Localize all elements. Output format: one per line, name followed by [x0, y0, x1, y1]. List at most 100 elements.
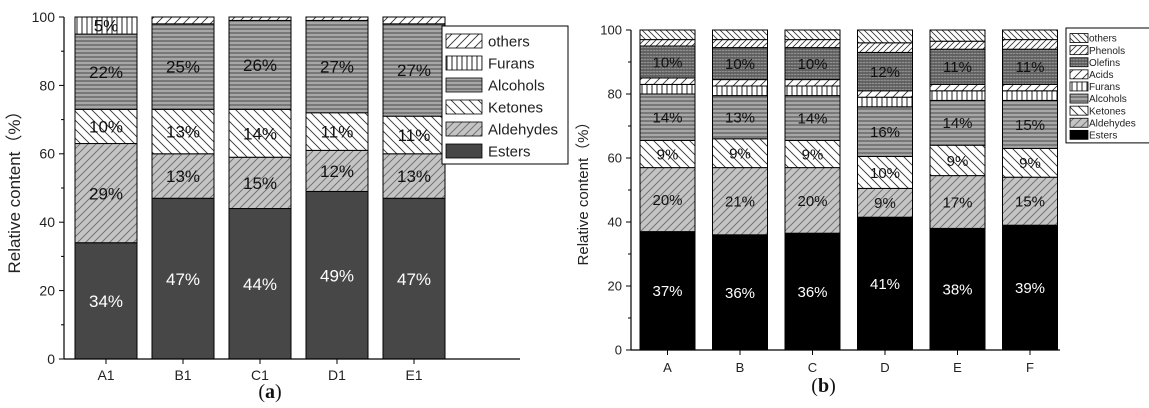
data-label-aldehydes-e: 17%: [942, 194, 972, 211]
bar-segment-furans-c: [784, 85, 841, 97]
bar-segment-alcohols-a1: [74, 33, 138, 110]
x-tick-label-f: F: [1026, 360, 1034, 375]
data-label-aldehydes-d: 9%: [874, 195, 896, 212]
legend-swatch-ketones: [445, 99, 483, 115]
bar-segment-alcohols-b: [712, 95, 768, 140]
bar-segment-furans-a: [639, 83, 696, 95]
legend-label-olefins: Olefins: [1089, 58, 1120, 69]
legend-swatch-esters: [445, 143, 483, 159]
legend: others Furans Alcohols Ketones Aldehydes Este…: [441, 25, 569, 165]
bar-segment-others-a: [639, 29, 696, 41]
legend-label-others: others: [1089, 34, 1117, 45]
y-axis-title: Relative content（%）: [575, 115, 592, 266]
bar-segment-phenols-b: [712, 39, 768, 49]
legend-label-aldehydes: Aldehydes: [1089, 118, 1136, 129]
data-label-aldehydes-a1: 29%: [89, 184, 123, 203]
bar-segment-esters-b: [712, 234, 768, 351]
bar-segment-furans-d: [857, 96, 913, 108]
data-label-esters-c1: 44%: [243, 275, 277, 294]
x-tick-label-e1: E1: [405, 367, 422, 383]
bar-segment-acids-f: [1002, 83, 1058, 92]
data-label-alcohols-d: 16%: [870, 124, 900, 141]
data-label-aldehydes-f: 15%: [1015, 194, 1045, 211]
legend-swatch-aldehydes: [1069, 117, 1089, 128]
data-label-aldehydes-b: 21%: [725, 194, 755, 211]
data-label-alcohols-a1: 22%: [89, 63, 123, 82]
legend-swatch-esters: [1069, 129, 1089, 140]
x-tick-label-d1: D1: [328, 367, 346, 383]
legend-label-furans: Furans: [488, 55, 535, 72]
legend-label-furans: Furans: [1089, 82, 1120, 93]
chart-panel-b: 37% 20% 9% 14% 10% 36% 21% 9% 13% 10% 36% 20% 9% 14% 1…: [575, 23, 1149, 397]
data-label-ketones-e: 9%: [947, 153, 969, 170]
x-tick-label-b1: B1: [174, 367, 191, 383]
bar-segment-alcohols-c: [784, 95, 841, 141]
bar-segment-olefins-f: [1002, 48, 1058, 85]
bar-segment-ketones-e1: [382, 115, 446, 155]
data-label-ketones-b1: 13%: [166, 123, 200, 142]
bar-segment-acids-d: [857, 90, 913, 98]
legend-label-esters: Esters: [488, 143, 531, 160]
data-label-olefins-e: 11%: [943, 59, 972, 76]
data-label-aldehydes-a: 20%: [652, 192, 682, 209]
panel-label: (b): [811, 375, 835, 397]
data-label-aldehydes-c: 20%: [797, 193, 827, 210]
bar-segment-others-b: [712, 29, 768, 41]
data-label-esters-d1: 49%: [320, 266, 354, 285]
data-label-alcohols-c: 14%: [797, 110, 827, 127]
bar-segment-furans-b: [712, 85, 768, 97]
bar-segment-aldehydes-b1: [151, 153, 215, 199]
legend-label-ketones: Ketones: [488, 99, 543, 116]
legend-label-ketones: Ketones: [1089, 106, 1126, 117]
bar-segment-ketones-b1: [151, 108, 215, 155]
bar-segment-acids-c: [784, 79, 841, 87]
bar-segment-ketones-c: [784, 139, 841, 169]
bar-segment-furans-f: [1002, 90, 1058, 101]
data-label-olefins-f: 11%: [1016, 59, 1045, 76]
bar-segment-esters-a1: [74, 242, 138, 360]
bar-segment-phenols-e: [929, 40, 986, 50]
data-label-alcohols-c1: 26%: [243, 56, 277, 75]
bar-segment-alcohols-d1: [305, 19, 369, 114]
y-tick-label: 60: [608, 151, 622, 166]
bar-segment-olefins-c: [784, 47, 841, 81]
data-label-furans-a1: 5%: [94, 17, 119, 36]
legend-label-alcohols: Alcohols: [488, 77, 545, 94]
data-label-esters-a1: 34%: [89, 292, 123, 311]
bar-segment-alcohols-c1: [228, 19, 292, 110]
bar-segment-phenols-d: [857, 42, 913, 53]
bar-segment-ketones-d: [857, 155, 913, 189]
data-label-ketones-d1: 11%: [321, 123, 354, 142]
y-tick-label: 0: [615, 343, 622, 358]
y-axis-title: Relative content（%）: [5, 102, 24, 273]
data-label-esters-f: 39%: [1015, 280, 1045, 297]
data-label-ketones-d: 10%: [870, 165, 900, 182]
data-label-aldehydes-b1: 13%: [166, 167, 200, 186]
data-label-olefins-a: 10%: [652, 54, 682, 71]
bar-segment-esters-c1: [228, 208, 292, 360]
data-label-alcohols-b: 13%: [725, 110, 755, 127]
x-tick-label-a: A: [663, 360, 672, 375]
legend-label-esters: Esters: [1089, 130, 1117, 141]
legend-label-others: others: [488, 33, 530, 50]
bar-segment-alcohols-e1: [382, 23, 446, 117]
bar-segment-esters-a: [639, 231, 696, 351]
panel-label: (a): [258, 381, 281, 403]
y-tick-label: 20: [608, 279, 622, 294]
legend-swatch-others: [445, 33, 483, 49]
data-label-alcohols-e1: 27%: [397, 61, 431, 80]
bar-segment-aldehydes-e1: [382, 153, 446, 199]
bar-segment-esters-d1: [305, 190, 369, 360]
data-label-esters-b: 36%: [725, 285, 755, 302]
bar-segment-olefins-e: [929, 48, 986, 85]
y-tick-label: 60: [39, 146, 55, 162]
x-tick-label-c1: C1: [251, 367, 269, 383]
bar-segment-acids-b: [712, 79, 768, 87]
bar-segment-alcohols-b1: [151, 23, 215, 110]
bar-segment-aldehydes-d: [857, 187, 913, 218]
bar-segment-others-d: [857, 29, 913, 44]
bar-segment-aldehydes-a1: [74, 143, 138, 244]
bar-segment-others-c: [784, 29, 841, 41]
y-tick-label: 100: [600, 23, 622, 38]
legend-swatch-aldehydes: [445, 121, 483, 137]
